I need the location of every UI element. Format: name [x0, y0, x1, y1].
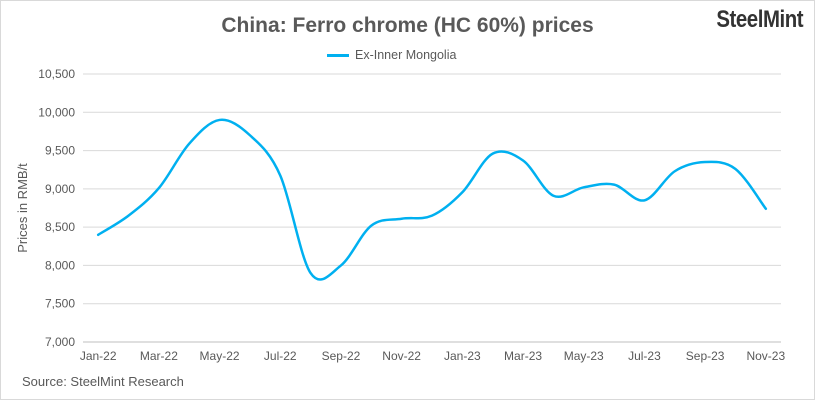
series-line	[96, 118, 768, 281]
y-axis-label: Prices in RMB/t	[15, 163, 30, 253]
y-tick-label: 10,000	[38, 105, 75, 119]
x-tick-label: May-22	[200, 349, 240, 363]
x-tick-label: Nov-23	[746, 349, 785, 363]
x-tick-label: Mar-23	[504, 349, 542, 363]
x-tick-label: Jan-22	[80, 349, 117, 363]
x-tick-label: Mar-22	[140, 349, 178, 363]
x-tick-label: Nov-22	[382, 349, 421, 363]
y-tick-label: 7,500	[45, 297, 75, 311]
chart-title: China: Ferro chrome (HC 60%) prices	[221, 14, 594, 37]
y-tick-label: 8,500	[45, 220, 75, 234]
source-note: Source: SteelMint Research	[22, 374, 184, 389]
x-tick-label: Jan-23	[444, 349, 481, 363]
legend-label: Ex-Inner Mongolia	[355, 48, 457, 62]
x-tick-label: Sep-22	[322, 349, 361, 363]
y-tick-label: 9,500	[45, 144, 75, 158]
logo-text: SteelMint	[716, 6, 803, 33]
y-tick-label: 10,500	[38, 67, 75, 81]
y-tick-label: 9,000	[45, 182, 75, 196]
x-tick-label: Jul-22	[264, 349, 297, 363]
legend: Ex-Inner Mongolia	[327, 48, 456, 62]
y-tick-label: 8,000	[45, 258, 75, 272]
x-tick-label: Jul-23	[628, 349, 661, 363]
legend-swatch	[327, 53, 349, 57]
steelmint-logo: SteelMint	[716, 6, 803, 34]
x-tick-label: Sep-23	[686, 349, 725, 363]
x-tick-label: May-23	[564, 349, 604, 363]
y-tick-label: 7,000	[45, 335, 75, 349]
